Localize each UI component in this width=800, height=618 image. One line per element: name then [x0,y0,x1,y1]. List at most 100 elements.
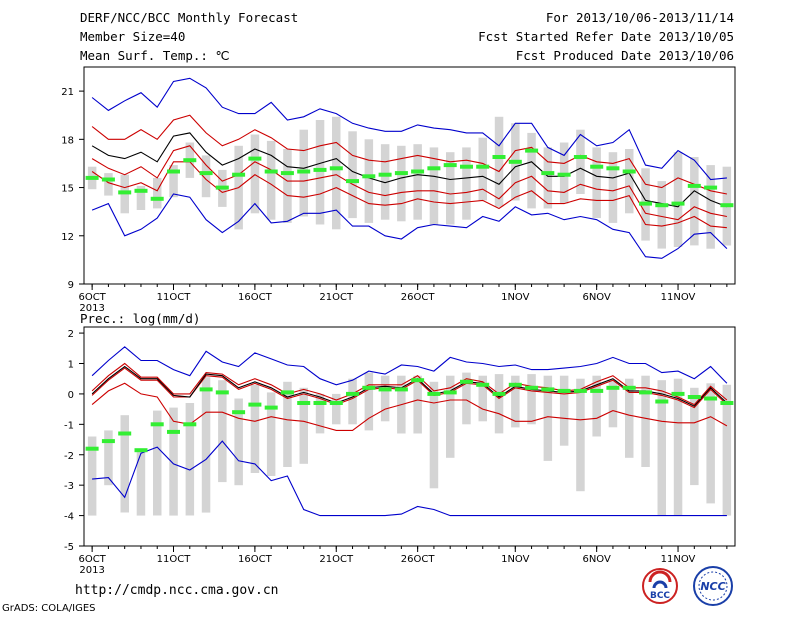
panel-2-box-day-5 [153,410,162,516]
panel-1-box-day-23 [446,152,455,225]
footer-url[interactable]: http://cmdp.ncc.cma.gov.cn [75,583,279,598]
panel-2-median-day-29 [541,387,555,392]
panel-1-line-max [91,77,727,181]
panel-2-xtick-label-16OCT: 16OCT [238,554,273,565]
panel-2-median-day-17 [346,391,359,396]
panel-1-ytick-label-21: 21 [61,87,74,98]
panel-2-box-day-21 [413,375,422,434]
panel-2-box-day-27 [511,375,520,428]
panel-2-box-day-32 [592,375,601,437]
panel-2-xtick-label-26OCT: 26OCT [401,554,436,565]
variable-label: Mean Surf. Temp.: ℃ [80,48,230,63]
panel-1-box-day-15 [315,120,325,225]
panel-1-box-day-28 [527,132,536,209]
panel-2-box-day-34 [625,378,634,458]
panel-2-box-day-38 [690,387,699,486]
panel-1-median-day-37 [671,201,685,206]
panel-2-box-day-26 [494,374,504,434]
panel-1-median-day-6 [167,169,180,174]
panel-2-box-day-36 [657,380,666,516]
panel-1-xtick-sublabel: 2013 [79,303,104,314]
grads-credit: GrADS: COLA/IGES [2,603,96,614]
panel-1-box-day-16 [332,116,341,230]
panel-2-median-day-34 [622,385,636,390]
panel-2-box-day-9 [218,380,227,483]
panel-1-box-day-19 [380,144,390,220]
panel-1-box-day-34 [625,149,634,214]
panel-2-median-day-26 [492,391,506,396]
panel-1-median-day-33 [606,166,620,171]
panel-1-xtick-label-11OCT: 11OCT [157,292,192,303]
panel-2-box-day-8 [201,377,211,513]
panel-1-box-day-36 [657,181,666,249]
panel-2-median-day-2 [101,439,115,444]
panel-1-median-day-17 [346,179,359,184]
panel-1-box-day-2 [104,173,113,196]
panel-1-box-day-39 [706,165,715,249]
panel-1-ytick-label-9: 9 [68,280,74,291]
panel-1-box-day-4 [136,185,146,210]
panel-1-box-day-12 [266,140,276,220]
panel-1-median-day-19 [378,172,392,177]
panel-2-xtick-sublabel: 2013 [79,565,104,576]
panel-2-median-day-19 [378,387,392,392]
panel-2-median-day-32 [590,388,604,393]
panel-2-median-day-38 [687,395,701,399]
panel-1-median-day-31 [573,155,587,159]
panel-2-xtick-label-21OCT: 21OCT [319,554,354,565]
forecast-produced-date: Fcst Produced Date 2013/10/06 [515,48,734,63]
panel-2-median-day-10 [232,410,246,415]
panel-2-median-day-27 [508,382,522,387]
panel-1-box-day-32 [592,147,601,219]
panel-2-median-day-22 [427,391,441,396]
panel-1-median-day-3 [118,190,132,195]
panel-2-box-day-23 [446,375,455,458]
panel-2-median-day-8 [199,387,213,392]
panel-2-median-day-31 [573,388,587,393]
panel-1-median-day-39 [704,185,718,190]
panel-2-box-day-12 [266,392,276,476]
panel-2-box-day-22 [429,381,439,489]
panel-1-ytick-label-18: 18 [61,135,74,146]
panel-2-box-day-7 [185,403,195,516]
panel-1-box-day-5 [153,177,162,209]
member-size: Member Size=40 [80,29,186,44]
panel-2-median-day-4 [134,448,148,453]
panel-1-median-day-12 [264,169,278,174]
panel-2-median-day-16 [329,401,343,405]
panel-2-median-day-20 [394,387,408,392]
forecast-start-date: Fcst Started Refer Date 2013/10/05 [478,29,734,44]
panel-1-median-day-23 [443,163,457,168]
panel-2-box-day-17 [348,378,357,425]
panel-2-box-day-11 [250,384,260,473]
panel-1-box-day-18 [364,139,374,223]
panel-1-box-day-26 [494,116,504,207]
panel-2-xtick-label-11NOV: 11NOV [661,554,696,565]
panel-1-box-day-29 [543,147,553,209]
panel-1-ytick-label-12: 12 [61,232,74,243]
panel-2-box-day-16 [332,393,341,425]
panel-1-median-day-24 [460,164,473,169]
panel-2-median-day-1 [85,446,99,451]
panel-1-box-day-38 [690,157,699,246]
panel-2-box-day-29 [543,375,553,461]
panel-2-median-day-40 [720,401,734,405]
panel-1-median-day-7 [183,158,197,163]
panel-2-median-day-35 [639,390,652,395]
panel-2-median-day-13 [280,390,294,395]
panel-1-box-day-24 [462,147,471,220]
panel-1-median-day-34 [622,169,636,174]
panel-1-median-day-11 [248,156,262,161]
panel-1-median-day-21 [411,169,425,174]
panel-2-box-day-31 [576,378,585,492]
panel-1-xtick-label-16OCT: 16OCT [238,292,273,303]
panel-1-median-day-13 [280,171,294,176]
panel-2-median-day-11 [248,402,262,407]
panel-1-line-mean [91,132,728,208]
panel-2-box-day-24 [462,372,471,425]
panel-2-box-day-40 [722,384,732,516]
panel-2-median-day-37 [671,391,685,396]
panel-2-ytick-label--3: -3 [64,481,74,492]
panel-2-ytick-label--4: -4 [64,512,74,523]
